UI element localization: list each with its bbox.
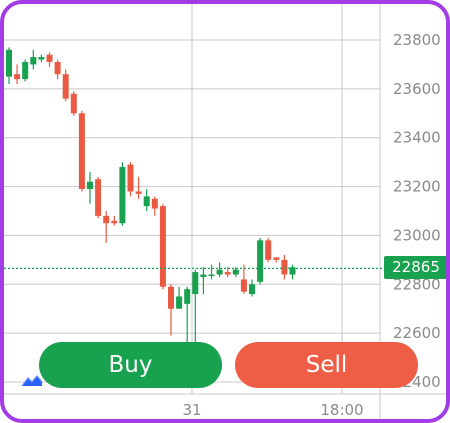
sell-button[interactable]: Sell [235,342,418,388]
candle-body [208,274,215,277]
candle-body [249,284,255,295]
y-tick-label: 23000 [393,226,441,244]
candle-body [78,113,85,190]
candle-body [257,240,264,282]
candle-body [265,240,272,260]
candle-body [176,296,183,309]
candle-body [38,57,45,60]
tradingview-logo-icon[interactable] [21,373,43,387]
candle-body [216,269,223,275]
candle-body [192,272,199,295]
candle-body [151,198,158,209]
candle-body [95,179,102,216]
current-price-tag: 22865 [384,256,446,279]
candle-body [200,274,207,277]
y-tick-label: 22800 [393,275,441,293]
candle-body [22,61,29,80]
candle-body [70,93,77,114]
candle-body [103,215,110,224]
candle-body [168,286,174,309]
candle-body [119,167,126,224]
y-tick-label: 23800 [393,31,441,49]
y-tick-label: 23200 [393,178,441,196]
candle-body [6,49,12,77]
candle-body [46,54,53,62]
x-tick-label: 18:00 [320,401,363,419]
candle-body [14,74,21,80]
candle-body [54,61,61,75]
candle-body [232,269,239,275]
candle-body [135,191,142,194]
candle-body [62,74,69,99]
candle-body [289,267,296,275]
y-tick-label: 23600 [393,80,441,98]
candle-body [273,257,280,260]
buy-button[interactable]: Buy [39,342,222,388]
candle-body [127,164,134,192]
price-chart[interactable]: 2380023600234002320023000228002260022400… [4,4,446,419]
x-tick-label: 31 [182,401,201,419]
y-tick-label: 22600 [393,324,441,342]
candle-body [143,196,150,207]
candle-body [30,57,37,65]
candle-body [224,272,231,275]
candle-body [87,181,93,190]
candle-body [111,220,118,224]
candle-body [184,289,191,304]
y-tick-label: 23400 [393,129,441,147]
candle-body [159,206,166,287]
candle-body [240,279,247,292]
candle-body [281,259,288,275]
